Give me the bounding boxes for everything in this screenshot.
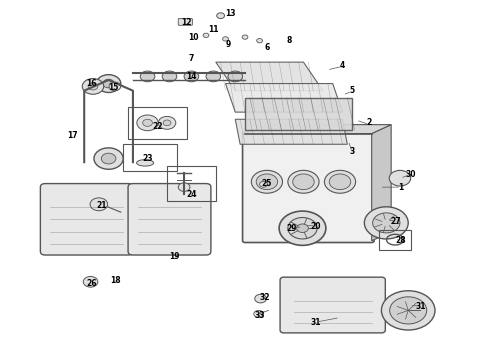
Polygon shape: [225, 84, 343, 112]
Text: 24: 24: [186, 190, 196, 199]
Text: 5: 5: [350, 86, 355, 95]
Text: 23: 23: [142, 154, 153, 163]
Circle shape: [82, 78, 104, 94]
Circle shape: [288, 217, 317, 239]
Text: 3: 3: [349, 147, 355, 156]
Ellipse shape: [137, 159, 154, 166]
FancyBboxPatch shape: [178, 18, 193, 25]
Text: 4: 4: [340, 61, 345, 70]
Text: 22: 22: [152, 122, 163, 131]
Text: 2: 2: [367, 118, 372, 127]
Circle shape: [143, 119, 152, 126]
Text: 26: 26: [86, 279, 97, 288]
Text: 8: 8: [286, 36, 292, 45]
Circle shape: [296, 224, 308, 233]
Circle shape: [163, 120, 171, 126]
Circle shape: [373, 213, 400, 233]
FancyBboxPatch shape: [128, 184, 211, 255]
Text: 31: 31: [415, 302, 426, 311]
Polygon shape: [235, 119, 347, 144]
Text: 32: 32: [259, 293, 270, 302]
Circle shape: [228, 71, 243, 82]
Text: 12: 12: [181, 18, 192, 27]
Circle shape: [101, 153, 116, 164]
Text: 33: 33: [254, 311, 265, 320]
Circle shape: [203, 33, 209, 37]
Text: 28: 28: [395, 236, 406, 245]
Circle shape: [288, 170, 319, 193]
Circle shape: [329, 174, 351, 190]
Text: 29: 29: [286, 224, 296, 233]
Circle shape: [140, 71, 155, 82]
Polygon shape: [216, 62, 323, 91]
Circle shape: [103, 79, 115, 88]
Text: 25: 25: [262, 179, 272, 188]
Circle shape: [255, 294, 267, 303]
Bar: [128, 107, 187, 139]
Circle shape: [88, 83, 98, 90]
Circle shape: [178, 183, 190, 192]
Circle shape: [390, 297, 427, 324]
Circle shape: [260, 181, 268, 187]
FancyBboxPatch shape: [280, 277, 385, 333]
Bar: [167, 166, 216, 202]
Text: 18: 18: [111, 275, 121, 284]
Text: 13: 13: [225, 9, 236, 18]
Circle shape: [158, 116, 176, 129]
Circle shape: [257, 39, 263, 43]
Bar: [123, 144, 177, 171]
Circle shape: [365, 207, 408, 239]
Circle shape: [97, 75, 121, 93]
Circle shape: [293, 174, 314, 190]
Circle shape: [256, 174, 278, 190]
Text: 21: 21: [96, 201, 106, 210]
Circle shape: [324, 170, 356, 193]
Polygon shape: [245, 125, 391, 134]
Polygon shape: [372, 125, 391, 241]
Text: 7: 7: [189, 54, 194, 63]
FancyBboxPatch shape: [243, 132, 374, 243]
Polygon shape: [245, 98, 352, 130]
Circle shape: [83, 276, 98, 287]
Circle shape: [162, 71, 177, 82]
Circle shape: [90, 198, 108, 211]
Text: 19: 19: [169, 252, 180, 261]
Circle shape: [242, 35, 248, 39]
Circle shape: [389, 170, 411, 186]
Text: 16: 16: [86, 79, 97, 88]
Circle shape: [137, 115, 158, 131]
Circle shape: [94, 148, 123, 169]
Circle shape: [206, 71, 220, 82]
Text: 15: 15: [108, 83, 119, 92]
Text: 11: 11: [208, 26, 219, 35]
Circle shape: [381, 291, 435, 330]
Text: 10: 10: [189, 33, 199, 42]
Circle shape: [251, 170, 283, 193]
Circle shape: [279, 211, 326, 246]
Text: 1: 1: [398, 183, 404, 192]
Text: 31: 31: [310, 318, 321, 327]
Circle shape: [254, 310, 264, 318]
Circle shape: [109, 82, 121, 91]
Circle shape: [184, 71, 199, 82]
Circle shape: [217, 13, 224, 18]
Text: 6: 6: [264, 43, 270, 52]
Text: 30: 30: [405, 170, 416, 179]
Text: 20: 20: [310, 222, 321, 231]
Text: 9: 9: [225, 40, 231, 49]
Text: 17: 17: [67, 131, 77, 140]
FancyBboxPatch shape: [40, 184, 133, 255]
Text: 27: 27: [391, 217, 401, 226]
Text: 14: 14: [186, 72, 196, 81]
Bar: [379, 230, 411, 249]
Circle shape: [222, 37, 228, 41]
